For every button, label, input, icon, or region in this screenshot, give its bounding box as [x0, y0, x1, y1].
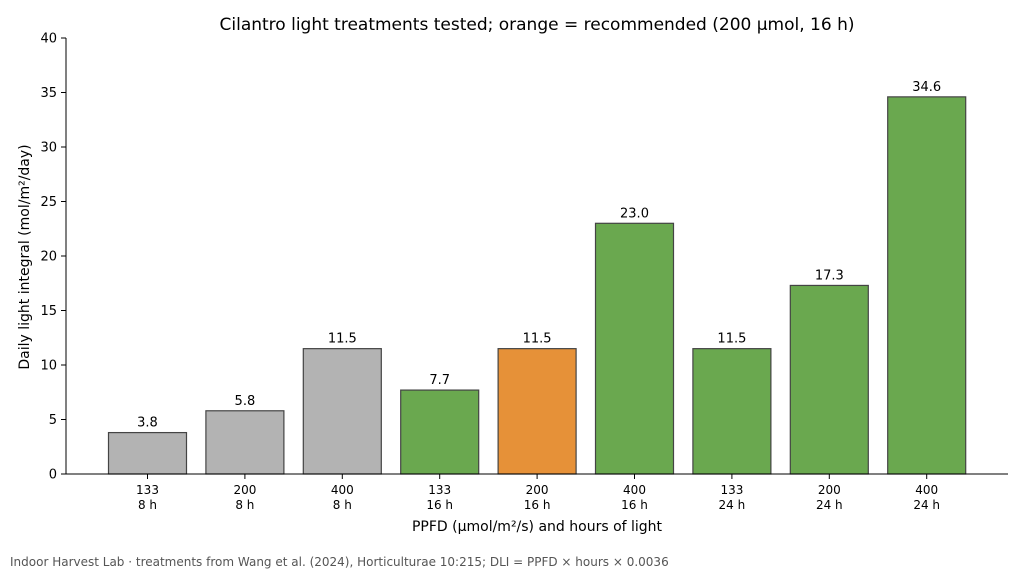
bar-value-label: 11.5 [328, 332, 357, 347]
bar-value-label: 3.8 [137, 416, 158, 431]
footer-note: Indoor Harvest Lab · treatments from Wan… [10, 555, 669, 569]
x-tick-label-hours: 8 h [333, 498, 352, 512]
y-axis-label: Daily light integral (mol/m²/day) [17, 144, 33, 369]
bar-value-label: 23.0 [620, 206, 649, 221]
bar [789, 284, 869, 475]
y-tick-label: 5 [49, 413, 57, 428]
bar [400, 389, 480, 475]
x-tick-label-hours: 8 h [138, 498, 157, 512]
y-tick-label: 30 [40, 141, 57, 156]
x-tick-label-ppfd: 400 [915, 483, 938, 497]
x-tick-label-ppfd: 400 [623, 483, 646, 497]
x-tick-label-hours: 8 h [235, 498, 254, 512]
x-tick-label-ppfd: 200 [526, 483, 549, 497]
bar [107, 431, 188, 475]
y-tick-label: 0 [49, 468, 57, 483]
bar-value-label: 34.6 [912, 80, 941, 95]
x-axis-label: PPFD (µmol/m²/s) and hours of light [412, 519, 663, 535]
x-tick-label-hours: 24 h [816, 498, 843, 512]
x-tick-label-ppfd: 133 [720, 483, 743, 497]
bar-value-label: 11.5 [717, 332, 746, 347]
y-tick-label: 35 [40, 86, 57, 101]
x-tick-label-ppfd: 200 [818, 483, 841, 497]
x-tick-label-ppfd: 400 [331, 483, 354, 497]
bar [497, 348, 577, 475]
bars-group: 3.8 5.8 11.5 7.7 11.5 23.0 11.5 17.3 34.6 [107, 80, 967, 475]
x-tick-label-hours: 24 h [719, 498, 746, 512]
bar [692, 348, 772, 475]
y-tick-label: 10 [40, 359, 57, 374]
bar-value-label: 17.3 [815, 268, 844, 283]
x-tick-label-ppfd: 133 [136, 483, 159, 497]
x-tick-label-hours: 16 h [426, 498, 453, 512]
bar-value-label: 7.7 [429, 373, 450, 388]
y-axis: 0 5 10 15 20 25 30 35 40 [40, 32, 67, 483]
x-tick-label-ppfd: 133 [428, 483, 451, 497]
chart-title: Cilantro light treatments tested; orange… [220, 15, 855, 35]
y-tick-label: 40 [40, 32, 57, 47]
y-tick-label: 25 [40, 195, 57, 210]
x-tick-label-ppfd: 200 [233, 483, 256, 497]
y-tick-label: 20 [40, 250, 57, 265]
y-tick-label: 15 [40, 304, 57, 319]
bar [887, 96, 967, 475]
x-tick-label-hours: 24 h [913, 498, 940, 512]
x-tick-label-hours: 16 h [621, 498, 648, 512]
bar-chart: Cilantro light treatments tested; orange… [17, 15, 1008, 535]
bar [205, 410, 285, 475]
bar [594, 222, 675, 475]
bar-value-label: 11.5 [523, 332, 552, 347]
x-tick-label-hours: 16 h [524, 498, 551, 512]
bar-value-label: 5.8 [235, 394, 256, 409]
bar [302, 348, 382, 475]
